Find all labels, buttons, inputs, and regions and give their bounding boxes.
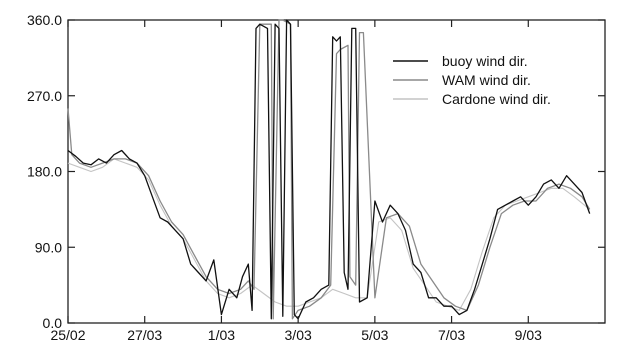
- series-line-2: [67, 158, 591, 311]
- x-tick-label: 9/03: [515, 327, 542, 343]
- y-tick-label: 360.0: [27, 12, 62, 28]
- x-tick-label: 25/02: [50, 327, 85, 343]
- series-line-1: [67, 19, 591, 320]
- legend-label-1: WAM wind dir.: [442, 72, 531, 88]
- y-tick-label: 270.0: [27, 88, 62, 104]
- series-line-0: [67, 19, 591, 320]
- series-layer: [67, 19, 591, 320]
- x-tick-label: 27/03: [127, 327, 162, 343]
- y-axis: 0.0 90.0 180.0 270.0 360.0: [27, 12, 605, 331]
- y-tick-label: 180.0: [27, 164, 62, 180]
- x-tick-label: 5/03: [361, 327, 388, 343]
- x-axis: 25/02 27/03 1/03 3/03 5/03 7/03 9/03: [50, 20, 542, 343]
- y-tick-label: 0.0: [43, 315, 63, 331]
- x-tick-label: 1/03: [208, 327, 235, 343]
- legend: buoy wind dir. WAM wind dir. Cardone wind …: [393, 53, 551, 107]
- legend-label-0: buoy wind dir.: [442, 53, 528, 69]
- x-tick-label: 3/03: [285, 327, 312, 343]
- legend-label-2: Cardone wind dir.: [442, 91, 551, 107]
- y-tick-label: 90.0: [35, 239, 62, 255]
- x-tick-label: 7/03: [438, 327, 465, 343]
